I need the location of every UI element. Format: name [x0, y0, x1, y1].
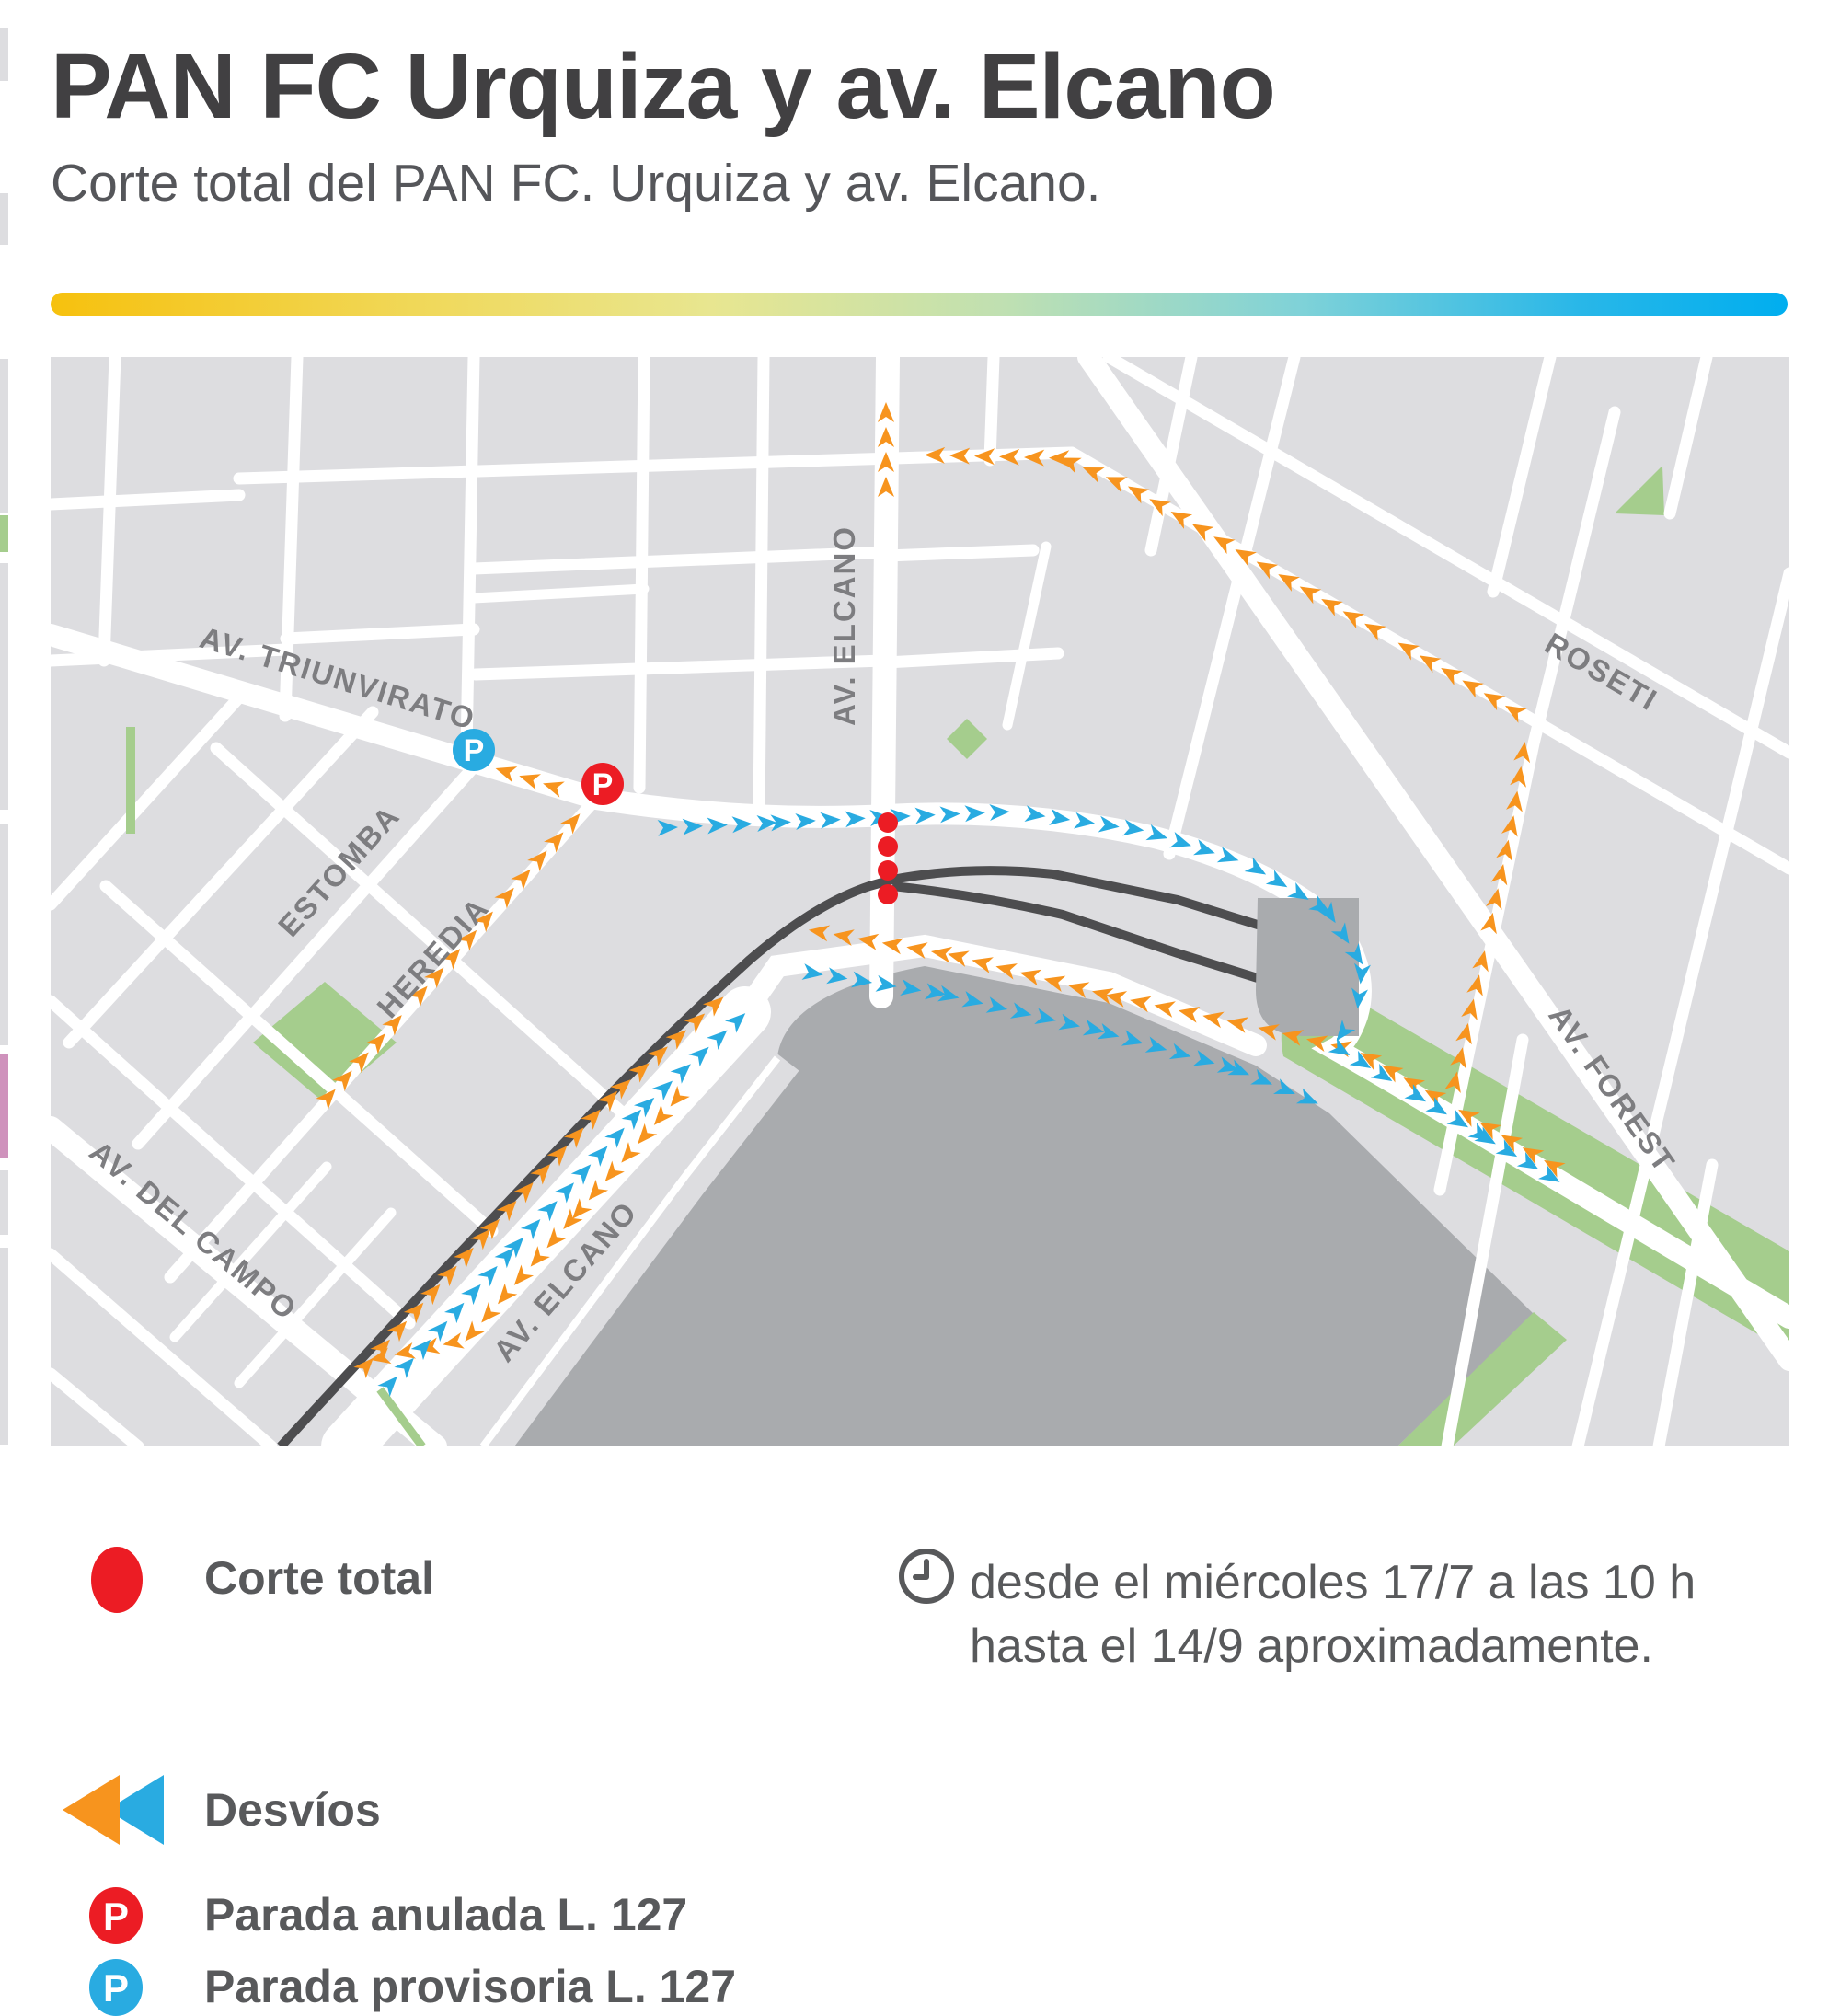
parada-provisoria-label: Parada provisoria L. 127: [204, 1961, 737, 2012]
corte-total-label: Corte total: [204, 1552, 434, 1604]
corte-total-icon: [91, 1547, 143, 1613]
parada-provisoria-icon: P: [89, 1959, 143, 2016]
parada-anulada-letter: P: [592, 767, 614, 802]
clock-icon: [899, 1549, 954, 1604]
label-av-elcano-north: AV. ELCANO: [827, 525, 861, 726]
parada-anulada-icon-letter: P: [103, 1895, 129, 1938]
parada-provisoria-marker: [453, 729, 495, 771]
left-edge-crop-strip: [0, 0, 8, 2014]
page-title: PAN FC Urquiza y av. Elcano: [51, 35, 1276, 138]
map-canvas: P P AV. TRIUNVIRATO ESTOMBA HEREDIA AV. …: [51, 357, 1789, 1446]
gradient-divider: [51, 293, 1788, 316]
rail-yard-area: [417, 966, 1534, 1446]
parada-provisoria-letter: P: [464, 733, 485, 768]
desvios-label: Desvíos: [204, 1784, 381, 1836]
yard-margin-band: [429, 1020, 799, 1446]
parada-anulada-label: Parada anulada L. 127: [204, 1889, 688, 1941]
parada-anulada-icon: P: [89, 1887, 143, 1944]
detour-arrows: [316, 402, 1566, 1398]
page-subtitle: Corte total del PAN FC. Urquiza y av. El…: [51, 154, 1101, 213]
square-park: [253, 982, 397, 1103]
small-park-triangle: [1615, 466, 1664, 515]
stop-markers: P P: [453, 729, 624, 805]
schedule-line2: hasta el 14/9 aproximadamente.: [970, 1619, 1653, 1673]
parada-provisoria-icon-letter: P: [103, 1966, 129, 2010]
railway-line: [277, 866, 1262, 1446]
schedule-text: desde el miércoles 17/7 a las 10 h hasta…: [970, 1551, 1696, 1677]
desvios-icon: [63, 1775, 164, 1845]
schedule-line1: desde el miércoles 17/7 a las 10 h: [970, 1556, 1696, 1609]
yard-edge-line: [479, 1055, 781, 1446]
yard-edge-green: [1397, 1312, 1567, 1446]
station-building: [1256, 898, 1359, 1036]
small-park-diamond: [947, 719, 987, 759]
green-street-accents: [126, 727, 426, 1446]
corte-total-dots: [878, 812, 898, 904]
detour-map: P P AV. TRIUNVIRATO ESTOMBA HEREDIA AV. …: [51, 357, 1789, 1446]
parada-anulada-marker: [581, 763, 624, 805]
